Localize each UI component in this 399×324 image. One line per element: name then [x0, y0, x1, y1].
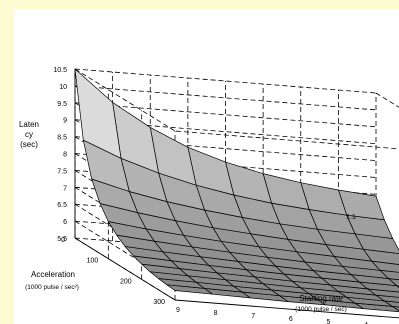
y-tick-label: 100	[87, 258, 99, 265]
z-tick-label: 5.5	[57, 236, 67, 243]
y-axis-unit: (1000 pulse / sec²)	[25, 284, 79, 291]
grid-line-z-left-10	[74, 68, 176, 132]
z-tick-label: 8	[63, 152, 67, 159]
z-axis-label-line-2: cy	[25, 130, 33, 139]
y-tick-label: 200	[120, 278, 132, 285]
z-tick-label: 7.5	[57, 168, 67, 175]
y-tick-label: 300	[153, 299, 165, 306]
x-tick-label: 9	[176, 307, 180, 314]
axis-labels: Laten cy (sec) Acceleration (1000 pulse …	[19, 120, 356, 313]
x-tick-label: 6	[289, 316, 293, 323]
box-edge-0	[375, 92, 399, 108]
x-tick-label: 7	[251, 313, 255, 320]
surface-patch-7-0	[74, 68, 122, 159]
z-tick-label: 9	[63, 118, 67, 125]
grid-line-z-8	[74, 102, 377, 128]
axis-line-1	[74, 237, 176, 301]
surface-mesh	[74, 68, 399, 313]
z-axis-label-line-1: Laten	[19, 120, 39, 129]
z-tick-label: 10	[59, 84, 67, 91]
z-tick-label: 6.5	[57, 202, 67, 209]
annotation: 1.1	[346, 214, 356, 221]
x-tick-label: 5	[327, 319, 331, 324]
z-axis-label-line-3: (sec)	[20, 140, 38, 149]
z-tick-label: 9.5	[57, 101, 67, 108]
x-axis-label: Starting rate	[299, 294, 343, 303]
z-tick-label: 7	[63, 185, 67, 192]
y-axis-label: Acceleration	[31, 270, 75, 279]
grid-line-z-10	[74, 68, 377, 94]
axis-line-2	[174, 299, 399, 319]
grid-line-z-9	[74, 85, 377, 111]
x-axis-unit: (1000 pulse / sec)	[295, 306, 347, 313]
z-tick-label: 6	[63, 219, 67, 226]
box-edge-1	[174, 130, 399, 150]
z-tick-label: 8.5	[57, 135, 67, 142]
y-tick-label: 0	[61, 237, 65, 244]
x-tick-label: 4	[364, 322, 368, 324]
tick-labels: 5.566.577.588.599.51010.5123456789010020…	[53, 67, 368, 324]
z-tick-label: 10.5	[53, 67, 67, 74]
x-tick-label: 8	[214, 310, 218, 317]
